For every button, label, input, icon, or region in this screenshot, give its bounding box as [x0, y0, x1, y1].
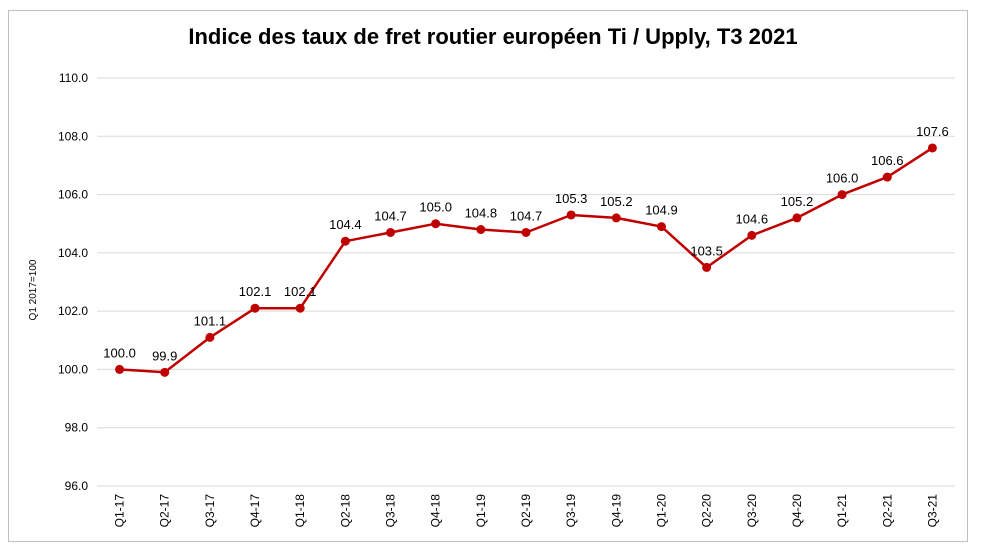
- y-tick-label: 104.0: [58, 246, 88, 260]
- data-point: [521, 227, 531, 237]
- x-tick-label: Q4-19: [609, 494, 623, 528]
- data-point: [927, 143, 937, 153]
- data-point: [792, 213, 802, 223]
- data-label: 105.0: [419, 200, 452, 215]
- data-label: 102.1: [239, 284, 272, 299]
- series-polyline: [119, 146, 934, 374]
- y-tick-label: 96.0: [65, 479, 89, 493]
- x-tick-label: Q1-18: [293, 494, 307, 528]
- x-tick-label: Q4-20: [790, 494, 804, 528]
- x-tick-label: Q3-17: [203, 494, 217, 528]
- data-point: [476, 225, 486, 235]
- x-tick-label: Q2-19: [519, 494, 533, 528]
- data-point: [611, 213, 621, 223]
- data-point: [882, 172, 892, 182]
- y-tick-label: 98.0: [65, 421, 89, 435]
- data-label: 104.7: [374, 208, 407, 223]
- gridlines: [97, 77, 955, 487]
- data-label: 105.2: [600, 194, 633, 209]
- data-label: 104.8: [465, 206, 498, 221]
- chart-title: Indice des taux de fret routier européen…: [188, 24, 798, 49]
- x-tick-label: Q3-21: [925, 494, 939, 528]
- y-axis-label: Q1 2017=100: [28, 259, 39, 320]
- x-tick-label: Q1-20: [654, 494, 668, 528]
- data-label: 104.4: [329, 217, 362, 232]
- data-point: [837, 190, 847, 200]
- data-point: [566, 210, 576, 220]
- x-tick-label: Q2-17: [158, 494, 172, 528]
- x-tick-label: Q4-18: [429, 494, 443, 528]
- data-label: 105.3: [555, 191, 588, 206]
- data-point: [160, 367, 170, 377]
- data-point: [386, 227, 396, 237]
- data-label: 104.7: [510, 208, 543, 223]
- data-label: 101.1: [194, 313, 227, 328]
- data-label: 99.9: [152, 348, 177, 363]
- data-label: 107.6: [916, 124, 949, 139]
- data-point: [431, 219, 441, 229]
- y-tick-label: 110.0: [59, 71, 88, 85]
- data-label: 102.1: [284, 284, 317, 299]
- data-label: 104.6: [736, 211, 769, 226]
- data-point: [747, 230, 757, 240]
- x-tick-label: Q2-20: [700, 494, 714, 528]
- x-tick-label: Q1-21: [835, 494, 849, 528]
- x-tick-label: Q4-17: [248, 494, 262, 528]
- data-point: [702, 262, 712, 272]
- y-axis-ticks: 96.0 98.0 100.0 102.0 104.0 106.0 108.0 110.0: [58, 71, 88, 493]
- data-point: [295, 303, 305, 313]
- data-point: [205, 332, 215, 342]
- x-tick-label: Q2-21: [880, 494, 894, 528]
- data-points: [115, 143, 937, 377]
- x-tick-label: Q1-19: [474, 494, 488, 528]
- x-tick-label: Q3-18: [384, 494, 398, 528]
- data-label: 105.2: [781, 194, 814, 209]
- y-tick-label: 106.0: [58, 188, 88, 202]
- data-label: 104.9: [645, 203, 678, 218]
- data-point: [656, 222, 666, 232]
- data-label: 103.5: [690, 243, 723, 258]
- x-axis-ticks: Q1-17 Q2-17 Q3-17 Q4-17 Q1-18 Q2-18 Q3-18 Q4-18…: [113, 494, 940, 528]
- chart-frame: [8, 10, 968, 542]
- x-tick-label: Q3-20: [745, 494, 759, 528]
- series-line: [119, 146, 934, 374]
- data-label: 106.0: [826, 171, 859, 186]
- data-label: 106.6: [871, 153, 904, 168]
- y-tick-label: 102.0: [58, 304, 88, 318]
- y-tick-label: 108.0: [58, 129, 88, 143]
- x-tick-label: Q3-19: [564, 494, 578, 528]
- data-labels: 100.0 99.9 101.1 102.1 102.1 104.4 104.7 105.0 1…: [103, 124, 948, 363]
- data-point: [340, 236, 350, 246]
- x-tick-label: Q1-17: [113, 494, 127, 528]
- x-tick-label: Q2-18: [338, 494, 352, 528]
- data-point: [115, 364, 125, 374]
- data-label: 100.0: [103, 345, 136, 360]
- y-tick-label: 100.0: [58, 362, 88, 376]
- data-point: [250, 303, 260, 313]
